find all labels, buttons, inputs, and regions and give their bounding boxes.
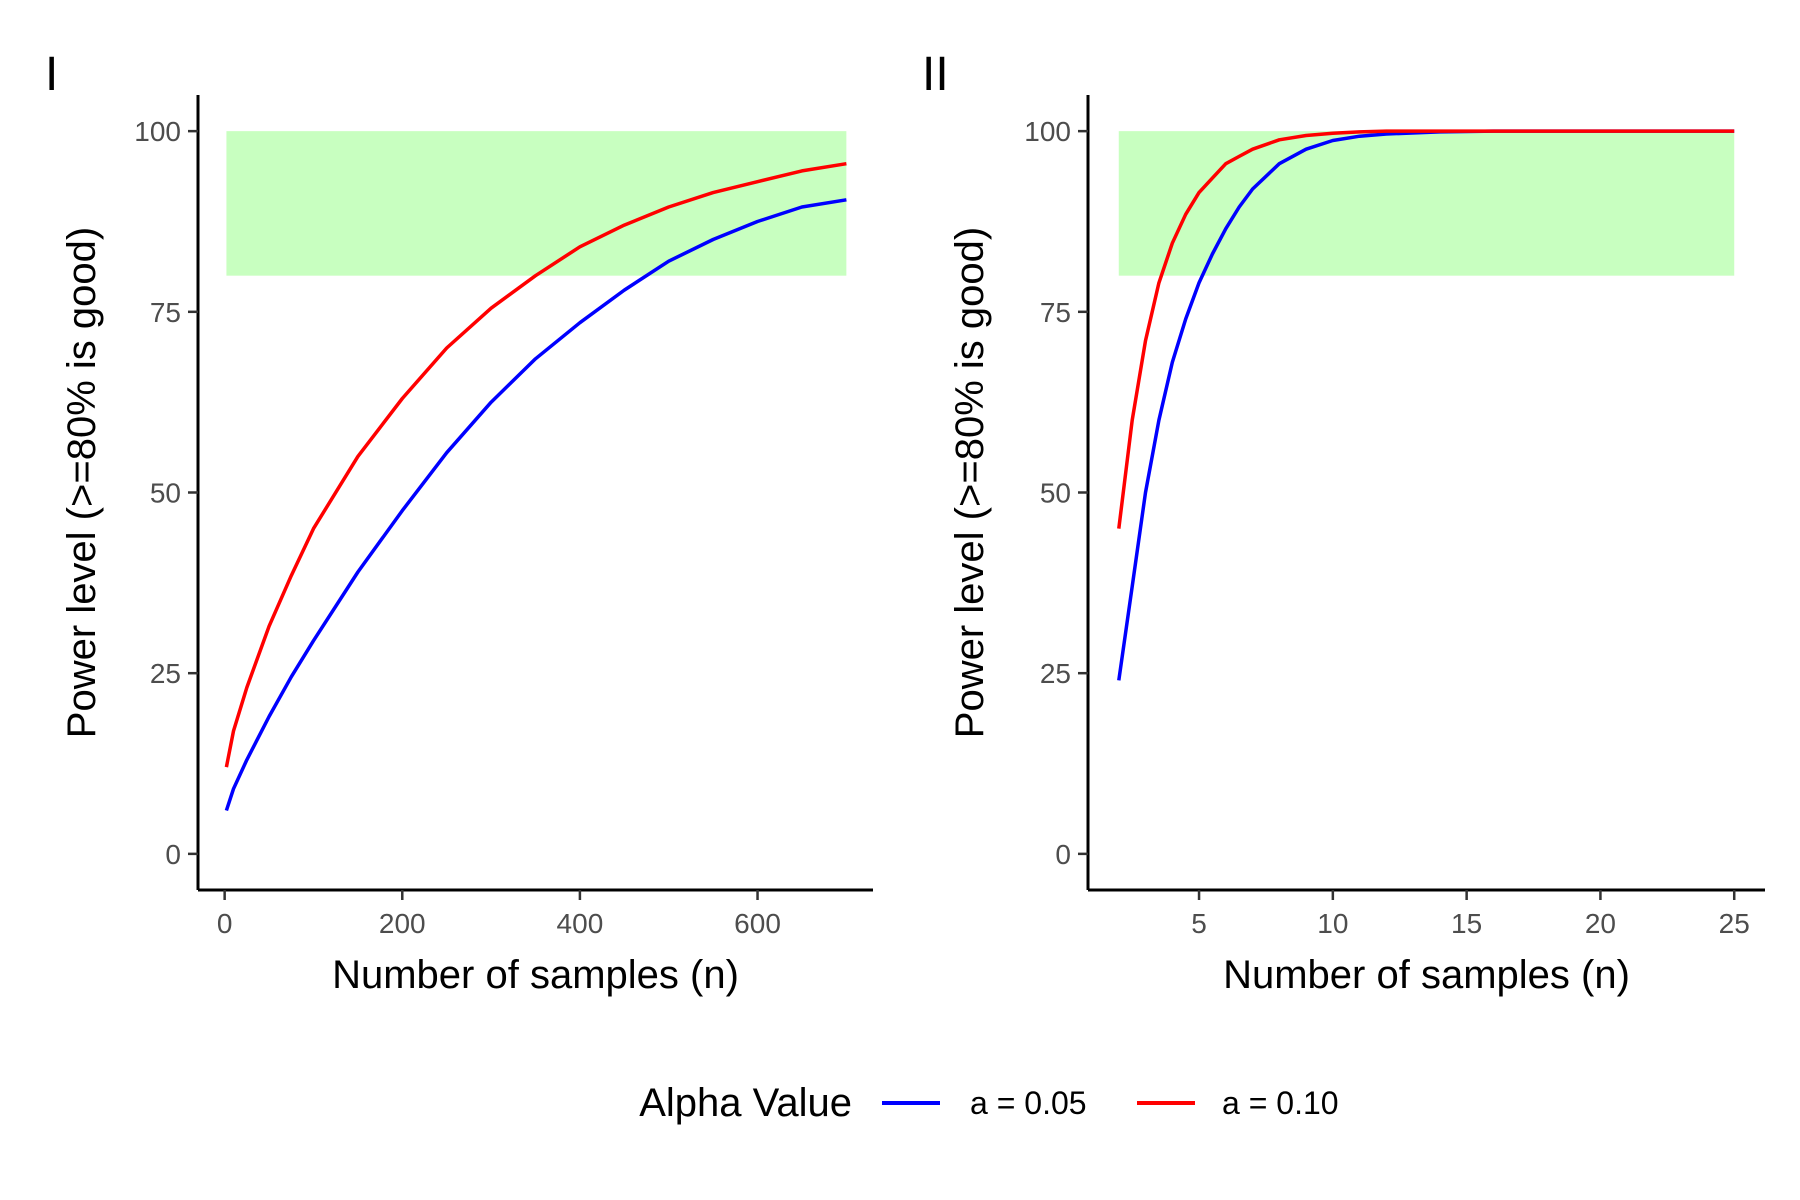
x-tick-label: 20 [1585,908,1616,939]
x-axis-title: Number of samples (n) [332,953,739,997]
y-axis-title: Power level (>=80% is good) [60,227,104,738]
legend: Alpha Value a = 0.05 a = 0.10 [639,1081,1338,1125]
y-tick-label: 25 [1040,658,1071,689]
x-axis-title: Number of samples (n) [1223,953,1630,997]
panel-II: 5 10 15 20 25 0 25 50 75 100 Number of samples (n)… [922,48,1765,997]
y-axis-title: Power level (>=80% is good) [948,227,992,738]
y-tick-label: 0 [165,839,181,870]
legend-label-alpha-005: a = 0.05 [970,1085,1087,1121]
panel-tag: I [45,48,58,101]
y-tick-label: 75 [1040,297,1071,328]
panel-I: 0 200 400 600 0 25 50 75 100 Number of samples (n… [45,48,873,997]
y-tick-label: 50 [150,478,181,509]
x-tick-label: 200 [379,908,426,939]
y-tick-label: 75 [150,297,181,328]
panel-tag: II [922,48,949,101]
x-tick-label: 600 [734,908,781,939]
y-tick-label: 0 [1055,839,1071,870]
legend-label-alpha-010: a = 0.10 [1222,1085,1339,1121]
legend-title: Alpha Value [639,1081,852,1125]
y-tick-label: 25 [150,658,181,689]
good-power-zone [226,131,846,276]
x-tick-label: 10 [1317,908,1348,939]
y-tick-label: 100 [134,116,181,147]
x-tick-label: 15 [1451,908,1482,939]
series-line-alpha-005 [226,200,846,811]
x-tick-label: 25 [1719,908,1750,939]
y-tick-label: 100 [1024,116,1071,147]
y-tick-label: 50 [1040,478,1071,509]
x-tick-label: 400 [557,908,604,939]
x-tick-label: 5 [1191,908,1207,939]
x-tick-label: 0 [217,908,233,939]
